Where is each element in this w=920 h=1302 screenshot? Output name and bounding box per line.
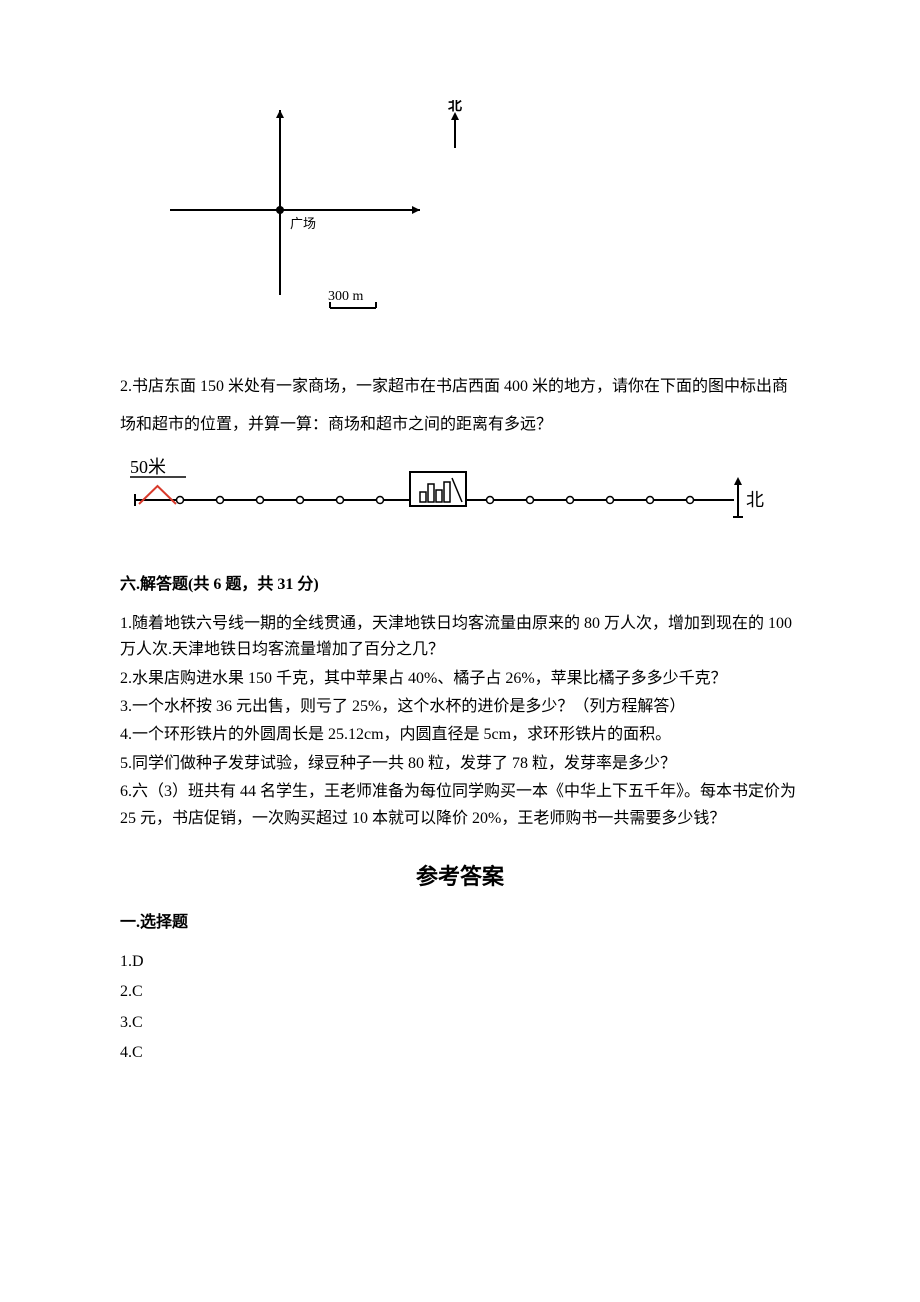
answers-title: 参考答案 bbox=[120, 860, 800, 893]
section-6-item: 6.六（3）班共有 44 名学生，王老师准备为每位同学购买一本《中华上下五千年》… bbox=[120, 779, 800, 832]
question-2-text: 2.书店东面 150 米处有一家商场，一家超市在书店西面 400 米的地方，请你… bbox=[120, 368, 800, 445]
answer-item: 3.C bbox=[120, 1010, 800, 1036]
svg-text:广场: 广场 bbox=[290, 216, 316, 231]
answer-item: 4.C bbox=[120, 1040, 800, 1066]
section-6-heading: 六.解答题(共 6 题，共 31 分) bbox=[120, 573, 800, 597]
answer-item: 1.D bbox=[120, 949, 800, 975]
svg-text:北: 北 bbox=[448, 100, 462, 114]
diagram-number-line: 50米北 bbox=[120, 455, 800, 543]
svg-text:北: 北 bbox=[746, 490, 764, 510]
section-6-item: 4.一个环形铁片的外圆周长是 25.12cm，内圆直径是 5cm，求环形铁片的面… bbox=[120, 722, 800, 748]
section-6-item: 2.水果店购进水果 150 千克，其中苹果占 40%、橘子占 26%，苹果比橘子… bbox=[120, 666, 800, 692]
svg-text:50米: 50米 bbox=[130, 457, 166, 477]
answer-item: 2.C bbox=[120, 979, 800, 1005]
diagram-cross-axes: 广场 北 300 m bbox=[140, 100, 800, 338]
section-6-item: 1.随着地铁六号线一期的全线贯通，天津地铁日均客流量由原来的 80 万人次，增加… bbox=[120, 611, 800, 664]
svg-text:300 m: 300 m bbox=[328, 289, 364, 304]
section-6-item: 3.一个水杯按 36 元出售，则亏了 25%，这个水杯的进价是多少？（列方程解答… bbox=[120, 694, 800, 720]
answers-section1-heading: 一.选择题 bbox=[120, 911, 800, 935]
section-6-item: 5.同学们做种子发芽试验，绿豆种子一共 80 粒，发芽了 78 粒，发芽率是多少… bbox=[120, 751, 800, 777]
